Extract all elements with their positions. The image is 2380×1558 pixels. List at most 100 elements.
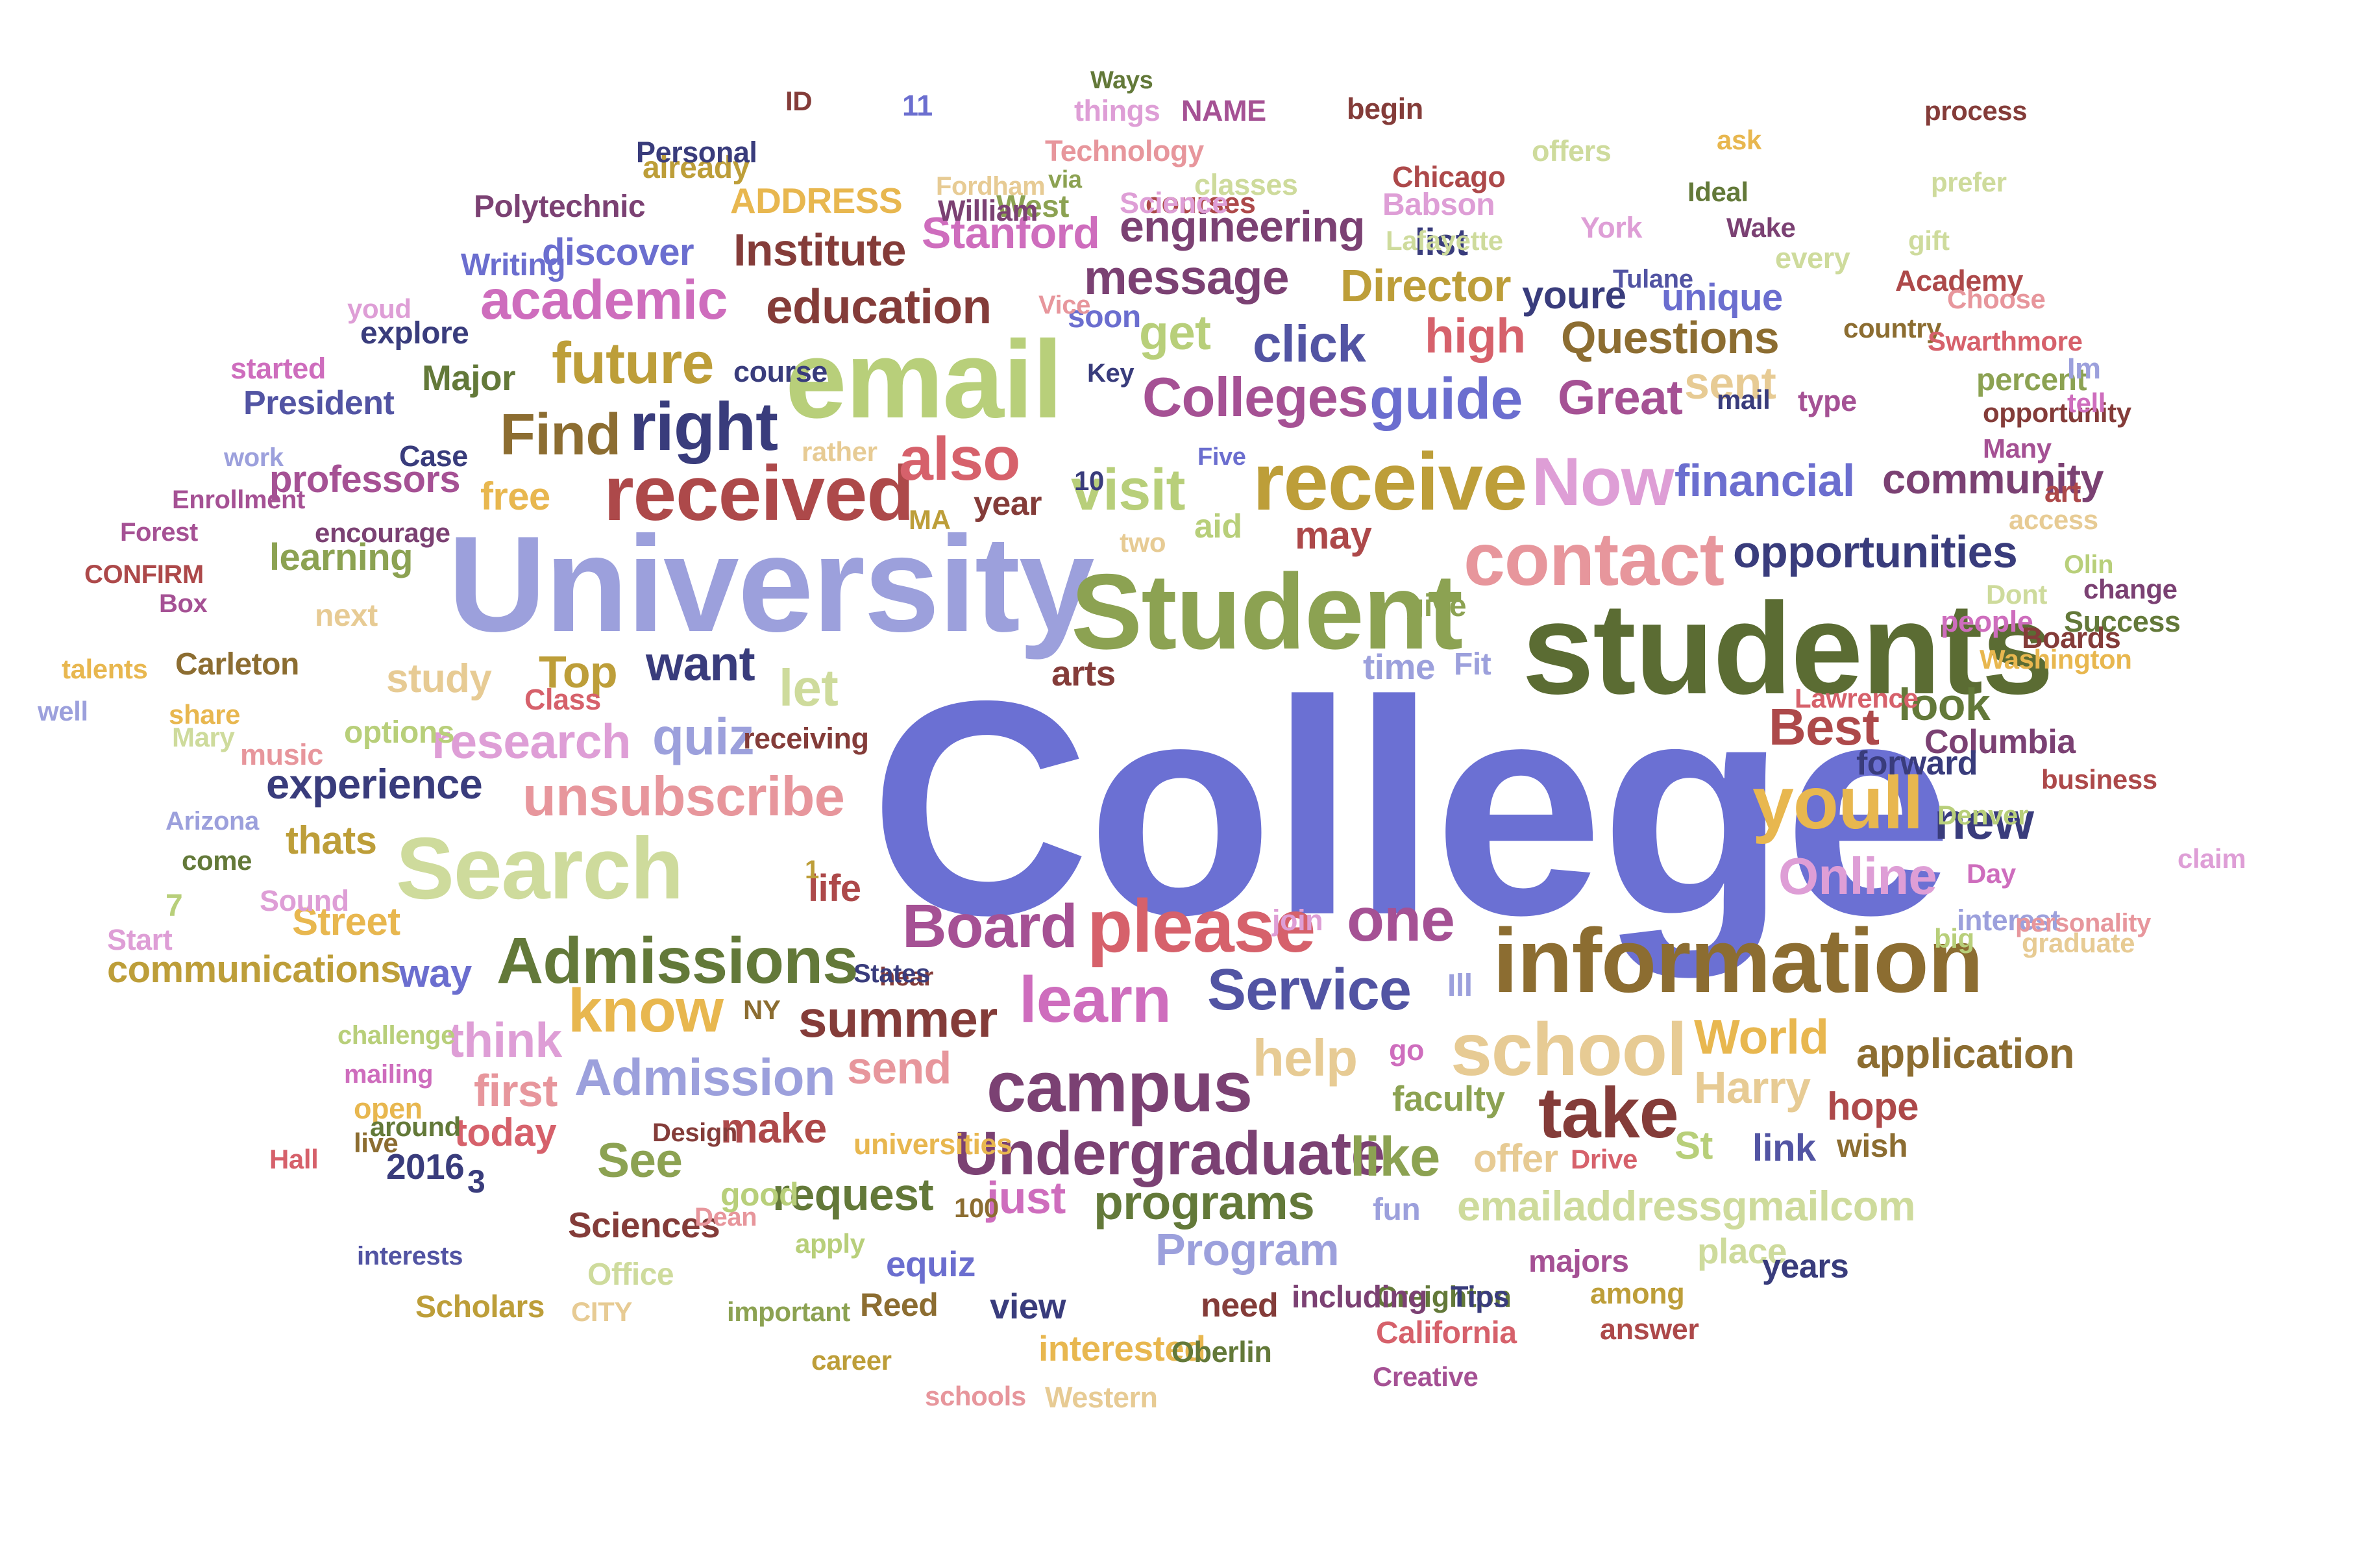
word-around: around bbox=[370, 1111, 461, 1142]
word-forward: forward bbox=[1856, 745, 1978, 782]
word-two: two bbox=[1120, 527, 1166, 558]
word-lawrence: Lawrence bbox=[1795, 683, 1919, 713]
word-sent: sent bbox=[1684, 358, 1776, 408]
word-vice: Vice bbox=[1038, 291, 1090, 319]
word-scholars: Scholars bbox=[415, 1290, 545, 1324]
word-years: years bbox=[1762, 1248, 1849, 1285]
word-talents: talents bbox=[62, 654, 148, 684]
word-10: 10 bbox=[1074, 465, 1104, 496]
word-start: Start bbox=[107, 923, 173, 956]
word-prefer: prefer bbox=[1931, 167, 2007, 197]
word-writing: Writing bbox=[461, 248, 566, 282]
word-hall: Hall bbox=[269, 1144, 319, 1174]
word-western: Western bbox=[1045, 1381, 1158, 1414]
word-go: go bbox=[1389, 1033, 1425, 1067]
word-creighton: Creighton bbox=[1376, 1280, 1512, 1313]
word-dont: Dont bbox=[1986, 579, 2047, 610]
word-business: business bbox=[2041, 764, 2157, 795]
word-first: first bbox=[474, 1065, 558, 1116]
word-science: Science bbox=[1120, 186, 1228, 219]
word-name: NAME bbox=[1181, 94, 1266, 127]
word-access: access bbox=[2009, 504, 2098, 535]
word-share: share bbox=[169, 699, 240, 730]
word-well: well bbox=[38, 696, 88, 726]
word-list: list bbox=[1415, 221, 1468, 264]
word-ny: NY bbox=[743, 995, 781, 1025]
word-equiz: equiz bbox=[886, 1244, 975, 1284]
word-type: type bbox=[1798, 384, 1857, 417]
word-world: World bbox=[1694, 1009, 1829, 1064]
word-top: Top bbox=[539, 647, 618, 697]
word-program: Program bbox=[1155, 1224, 1340, 1275]
word-university: University bbox=[448, 508, 1095, 660]
word-offers: offers bbox=[1532, 134, 1612, 167]
word-let: let bbox=[779, 659, 839, 717]
word-engineering: engineering bbox=[1120, 202, 1366, 251]
word-key: Key bbox=[1087, 359, 1135, 388]
word-columbia: Columbia bbox=[1924, 723, 2076, 761]
word-faculty: faculty bbox=[1392, 1078, 1505, 1119]
word-states: States bbox=[853, 959, 930, 988]
word-wish: wish bbox=[1837, 1128, 1908, 1164]
word-learn: learn bbox=[1019, 963, 1172, 1036]
word-ask: ask bbox=[1717, 125, 1761, 155]
word-reed: Reed bbox=[860, 1287, 939, 1323]
word-universities: universities bbox=[853, 1128, 1012, 1161]
word-fun: fun bbox=[1373, 1193, 1421, 1227]
word-join: join bbox=[1272, 904, 1323, 937]
word-7: 7 bbox=[166, 889, 183, 923]
word-art: art bbox=[2044, 475, 2081, 508]
word-tulane: Tulane bbox=[1613, 265, 1693, 293]
word-mailing: mailing bbox=[344, 1060, 434, 1089]
word-five: Five bbox=[1197, 443, 1246, 471]
word-career: career bbox=[811, 1345, 892, 1376]
word-director: Director bbox=[1340, 260, 1512, 311]
word-explore: explore bbox=[360, 316, 469, 351]
word-good: good bbox=[720, 1176, 799, 1213]
word-one: one bbox=[1347, 885, 1455, 954]
word-100: 100 bbox=[954, 1193, 999, 1223]
word-schools: schools bbox=[925, 1381, 1026, 1411]
word-quiz: quiz bbox=[652, 708, 755, 765]
word-change: change bbox=[2083, 574, 2178, 604]
word-begin: begin bbox=[1347, 92, 1423, 125]
word-take: take bbox=[1538, 1073, 1679, 1153]
word-polytechnic: Polytechnic bbox=[474, 190, 646, 224]
word-interest: interest bbox=[1957, 904, 2060, 937]
word-guide: guide bbox=[1369, 367, 1523, 432]
word-big: big bbox=[1934, 923, 1974, 954]
word-percent: percent bbox=[1976, 363, 2087, 397]
word-interested: interested bbox=[1038, 1328, 1206, 1368]
word-communications: communications bbox=[107, 948, 401, 991]
word-help: help bbox=[1253, 1029, 1358, 1087]
word-wake: Wake bbox=[1726, 212, 1796, 243]
word-york: York bbox=[1580, 211, 1642, 244]
word-11: 11 bbox=[902, 89, 933, 122]
word-answer: answer bbox=[1600, 1313, 1699, 1346]
word-mail: mail bbox=[1717, 384, 1771, 415]
word-way: way bbox=[399, 952, 472, 995]
word-id: ID bbox=[785, 86, 813, 116]
word-address: ADDRESS bbox=[730, 180, 903, 221]
word-confirm: CONFIRM bbox=[84, 560, 204, 589]
word-creative: Creative bbox=[1373, 1361, 1478, 1392]
word-many: Many bbox=[1983, 433, 2052, 464]
word-student: Student bbox=[1071, 552, 1463, 671]
word-sciences: Sciences bbox=[568, 1205, 720, 1245]
word-already: already bbox=[643, 151, 750, 185]
word-dean: Dean bbox=[694, 1203, 757, 1231]
word-hope: hope bbox=[1827, 1085, 1919, 1128]
word-message: message bbox=[1084, 250, 1290, 304]
word-learning: learning bbox=[269, 536, 413, 578]
word-time: time bbox=[1363, 647, 1435, 687]
word-boards: Boards bbox=[2022, 621, 2121, 654]
word-hear: hear bbox=[879, 963, 933, 991]
word-now: Now bbox=[1532, 444, 1675, 520]
word-music: music bbox=[240, 738, 323, 771]
word-important: important bbox=[727, 1296, 850, 1327]
word-arizona: Arizona bbox=[166, 807, 259, 835]
word-1: 1 bbox=[805, 856, 819, 884]
word-olin: Olin bbox=[2064, 550, 2114, 579]
word-ill: Ill bbox=[1447, 969, 1473, 1003]
word-ma: MA bbox=[909, 504, 951, 535]
